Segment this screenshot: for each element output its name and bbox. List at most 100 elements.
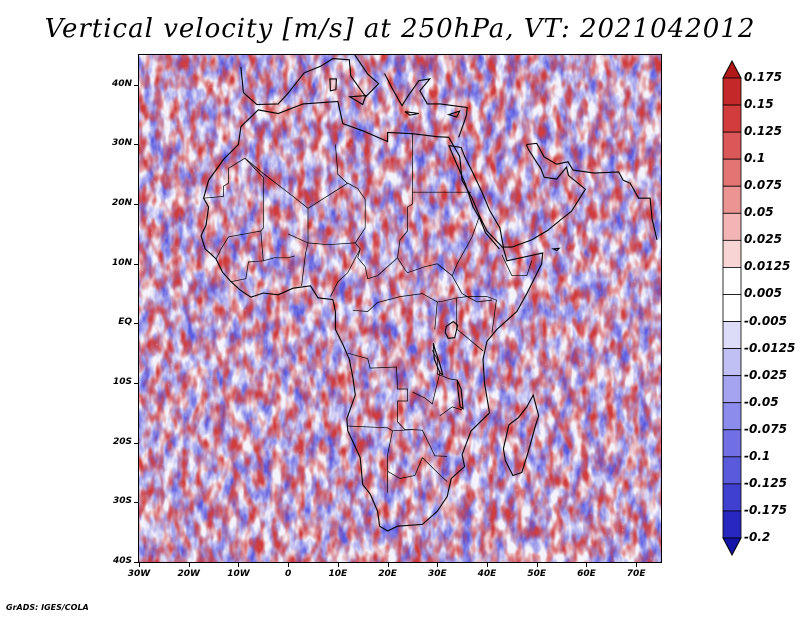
country-border-26 xyxy=(451,215,480,276)
longitude-label: 0 xyxy=(285,569,292,579)
longitude-label: 20E xyxy=(378,569,397,579)
latitude-label: 40N xyxy=(111,78,132,89)
country-border-0 xyxy=(244,157,358,209)
longitude-tick xyxy=(139,563,140,567)
colorbar-label: -0.075 xyxy=(744,421,787,436)
country-borders xyxy=(203,133,533,493)
colorbar-bin xyxy=(722,375,742,404)
colorbar-label: 0.0125 xyxy=(744,259,791,274)
latitude-tick xyxy=(134,502,138,504)
lake-victoria-outline xyxy=(444,320,459,339)
colorbar-bin xyxy=(722,321,742,349)
colorbar-bin xyxy=(722,348,742,377)
longitude-label: 30E xyxy=(427,569,447,579)
colorbar-max-triangle xyxy=(722,60,742,79)
latitude-label: 10N xyxy=(111,257,132,268)
cyprus-coastline xyxy=(446,110,461,118)
longitude-tick xyxy=(437,563,439,567)
latitude-tick xyxy=(134,562,138,563)
colorbar-label: 0.05 xyxy=(744,205,774,220)
coastline-outlines xyxy=(200,55,658,532)
socotra-coastline xyxy=(551,247,561,252)
country-border-24 xyxy=(467,296,497,333)
colorbar-bin xyxy=(722,131,742,160)
colorbar-bin xyxy=(722,158,742,187)
country-border-6 xyxy=(228,227,264,238)
colorbar-bin xyxy=(722,185,742,214)
latitude-tick xyxy=(134,204,138,206)
longitude-tick xyxy=(337,563,339,567)
vertical-velocity-field xyxy=(139,55,661,562)
lake-tanganyika-outline xyxy=(432,342,444,376)
sardinia-coastline xyxy=(329,78,337,92)
longitude-label: 40E xyxy=(477,569,497,579)
colorbar-label: 0.1 xyxy=(744,151,766,166)
longitude-label: 20W xyxy=(177,569,200,579)
country-border-31 xyxy=(215,236,229,260)
map-panel[interactable] xyxy=(138,54,662,563)
longitude-tick xyxy=(188,563,190,567)
latitude-label: 20S xyxy=(112,436,132,447)
country-border-12 xyxy=(434,296,493,330)
country-border-28 xyxy=(501,254,533,277)
colorbar-label: 0.175 xyxy=(744,70,782,84)
latitude-tick xyxy=(134,383,138,385)
longitude-label: 10E xyxy=(328,569,348,579)
colorbar-bin xyxy=(722,429,742,458)
country-border-22 xyxy=(412,372,441,405)
country-border-30 xyxy=(260,230,264,261)
sicily-coastline xyxy=(348,94,367,106)
colorbar-bin xyxy=(722,77,742,106)
colorbar-label: -0.025 xyxy=(744,367,787,382)
country-border-25 xyxy=(451,275,468,297)
madagascar-coastline xyxy=(502,393,540,477)
country-border-5 xyxy=(244,157,264,228)
country-border-10 xyxy=(330,248,361,297)
colorbar-label: 0.025 xyxy=(744,232,782,247)
country-border-9 xyxy=(301,242,309,286)
country-border-32 xyxy=(203,157,246,199)
colorbar-bin xyxy=(722,483,742,512)
latitude-tick xyxy=(134,323,138,325)
longitude-tick xyxy=(636,563,638,567)
colorbar-label: -0.005 xyxy=(744,313,787,328)
iberia-italy-coastline xyxy=(240,55,380,106)
longitude-tick xyxy=(536,563,538,567)
colorbar-bin xyxy=(722,212,742,241)
latitude-label: 10S xyxy=(112,377,132,388)
longitude-label: 60E xyxy=(577,569,596,579)
longitude-label: 50E xyxy=(527,569,547,579)
latitude-label: 30N xyxy=(111,138,132,149)
country-border-15 xyxy=(347,352,414,430)
longitude-tick xyxy=(238,563,240,567)
country-border-4 xyxy=(354,188,398,280)
longitude-tick xyxy=(288,563,290,567)
colorbar-bin xyxy=(722,267,742,295)
longitude-label: 70E xyxy=(626,569,646,579)
colorbar-bin xyxy=(722,510,742,539)
arabia-coastline xyxy=(449,144,587,248)
colorbar-label: 0.125 xyxy=(744,124,782,139)
latitude-tick xyxy=(134,144,138,146)
colorbar-label: 0.005 xyxy=(744,286,782,301)
red-sea-shoreline xyxy=(448,144,500,250)
country-border-14 xyxy=(431,350,458,381)
country-border-20 xyxy=(439,406,463,417)
country-border-16 xyxy=(346,425,413,432)
chart-title: Vertical velocity [m/s] at 250hPa, VT: 2… xyxy=(44,14,756,44)
country-border-19 xyxy=(412,429,448,457)
colorbar-label: -0.05 xyxy=(744,394,779,409)
crete-coastline xyxy=(404,111,420,116)
country-border-11 xyxy=(352,293,438,312)
longitude-label: 10W xyxy=(227,569,250,579)
latitude-tick xyxy=(134,84,138,86)
latitude-tick xyxy=(134,263,138,265)
colorbar-label: -0.175 xyxy=(744,502,787,517)
colorbar-label: -0.0125 xyxy=(744,340,796,355)
persia-india-coastline xyxy=(526,142,658,241)
colorbar-bin xyxy=(722,456,742,485)
longitude-tick xyxy=(586,563,588,567)
colorbar-bin xyxy=(722,239,742,268)
grads-credit: GrADS: IGES/COLA xyxy=(6,603,89,612)
latitude-label: EQ xyxy=(118,317,132,328)
